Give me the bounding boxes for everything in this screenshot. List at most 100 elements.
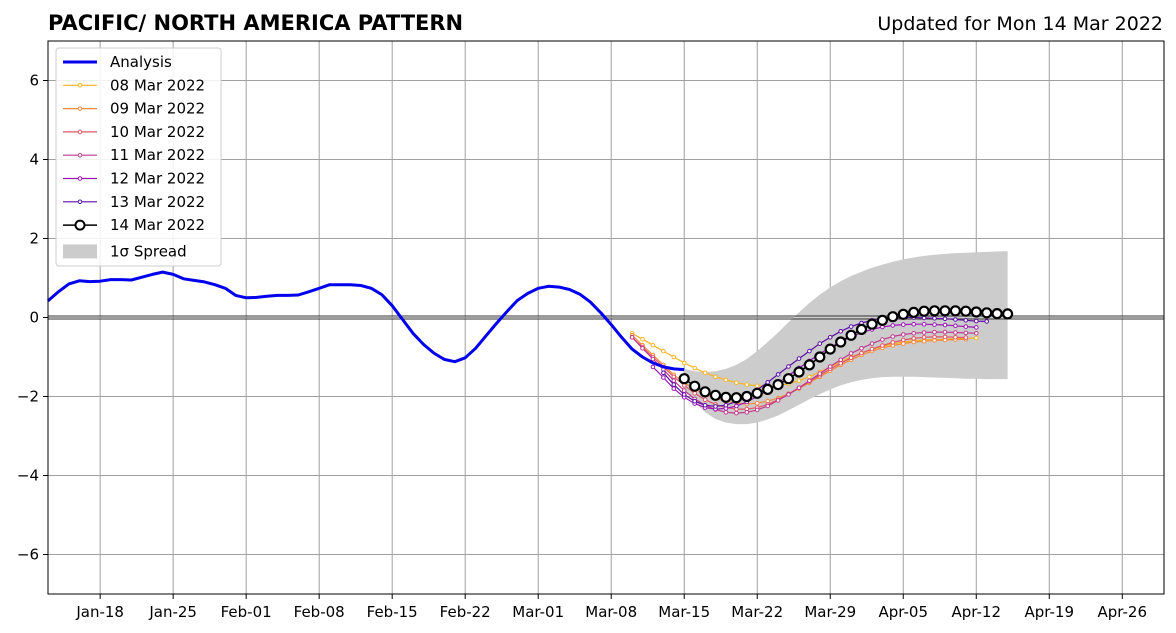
y-tick-label: 6 — [29, 72, 39, 90]
forecast-point — [681, 388, 687, 393]
chart-title: PACIFIC/ NORTH AMERICA PATTERN — [48, 11, 463, 35]
forecast-point — [928, 305, 941, 317]
legend-swatch-marker — [77, 152, 83, 158]
legend-label: 11 Mar 2022 — [110, 146, 205, 164]
forecast-point — [939, 305, 951, 317]
x-tick-label: Apr-26 — [1098, 603, 1148, 621]
series-layer — [47, 270, 1014, 416]
x-tick-label: Mar-15 — [658, 603, 710, 621]
forecast-point — [848, 324, 854, 329]
forecast-point — [807, 374, 812, 380]
forecast-point — [963, 318, 969, 323]
forecast-point — [723, 402, 729, 408]
forecast-point — [890, 334, 896, 339]
forecast-point — [720, 391, 732, 403]
legend-swatch-marker — [74, 219, 86, 231]
forecast-point — [963, 335, 969, 340]
y-tick-label: 2 — [29, 230, 39, 248]
forecast-point — [921, 330, 927, 335]
forecast-point — [702, 397, 708, 403]
legend-label: Analysis — [110, 53, 172, 71]
forecast-point — [772, 379, 784, 391]
x-tick-label: Apr-05 — [879, 603, 929, 621]
forecast-point — [681, 392, 687, 397]
forecast-point — [730, 392, 743, 404]
forecast-point — [827, 364, 833, 369]
spread-band — [684, 251, 1008, 425]
forecast-series — [678, 305, 1014, 404]
forecast-point — [692, 365, 698, 371]
forecast-point — [775, 398, 781, 403]
forecast-point — [692, 398, 698, 404]
forecast-point — [876, 314, 889, 326]
forecast-point — [807, 378, 812, 384]
forecast-point — [869, 346, 875, 352]
forecast-point — [974, 335, 979, 341]
forecast-point — [942, 329, 948, 335]
forecast-point — [845, 329, 857, 341]
forecast-point — [640, 346, 645, 351]
forecast-point — [827, 335, 833, 340]
forecast-point — [775, 372, 781, 377]
forecast-point — [970, 306, 982, 318]
chart-subtitle: Updated for Mon 14 Mar 2022 — [877, 13, 1163, 35]
legend-swatch-marker — [77, 129, 83, 135]
forecast-point — [629, 335, 635, 340]
forecast-point — [793, 366, 805, 378]
forecast-point — [734, 380, 739, 386]
forecast-point — [650, 356, 656, 362]
forecast-point — [796, 356, 802, 361]
forecast-point — [880, 343, 885, 348]
forecast-point — [678, 373, 690, 385]
x-tick-label: Feb-01 — [221, 603, 272, 621]
forecast-point — [661, 370, 666, 376]
forecast-point — [713, 404, 718, 409]
forecast-point — [796, 378, 802, 384]
forecast-point — [953, 330, 958, 335]
forecast-point — [911, 339, 917, 345]
forecast-point — [932, 329, 937, 335]
forecast-point — [754, 407, 760, 413]
forecast-point — [869, 341, 875, 346]
forecast-point — [890, 340, 896, 345]
forecast-point — [887, 311, 899, 323]
forecast-point — [817, 341, 823, 346]
forecast-point — [741, 390, 753, 403]
forecast-point — [838, 329, 844, 334]
legend-swatch-marker — [77, 176, 83, 181]
forecast-point — [981, 307, 993, 319]
forecast-point — [786, 392, 791, 397]
legend-swatch-spread — [63, 244, 97, 259]
forecast-point — [824, 343, 836, 355]
forecast-point — [855, 323, 868, 335]
forecast-point — [1001, 308, 1014, 320]
legend-label: 09 Mar 2022 — [110, 100, 205, 118]
forecast-point — [848, 351, 854, 356]
forecast-point — [762, 383, 774, 395]
forecast-point — [942, 316, 948, 322]
forecast-point — [671, 386, 677, 391]
x-tick-label: Jan-18 — [75, 603, 124, 621]
forecast-line — [631, 332, 977, 387]
forecast-point — [671, 354, 677, 360]
legend-label: 08 Mar 2022 — [110, 76, 205, 94]
forecast-point — [650, 342, 656, 348]
forecast-point — [765, 403, 771, 409]
legend-swatch-marker — [77, 83, 83, 88]
analysis-line — [47, 270, 685, 372]
forecast-point — [671, 378, 677, 384]
forecast-point — [817, 371, 823, 376]
forecast-point — [942, 334, 948, 340]
forecast-point — [901, 341, 906, 346]
legend-swatch-marker — [77, 199, 83, 205]
forecast-point — [671, 382, 677, 387]
x-tick-label: Feb-22 — [440, 603, 491, 621]
forecast-point — [901, 322, 906, 327]
forecast-point — [911, 321, 917, 327]
forecast-point — [713, 374, 718, 380]
forecast-point — [692, 391, 698, 396]
forecast-point — [984, 319, 990, 324]
forecast-point — [901, 337, 906, 343]
forecast-point — [848, 355, 854, 361]
